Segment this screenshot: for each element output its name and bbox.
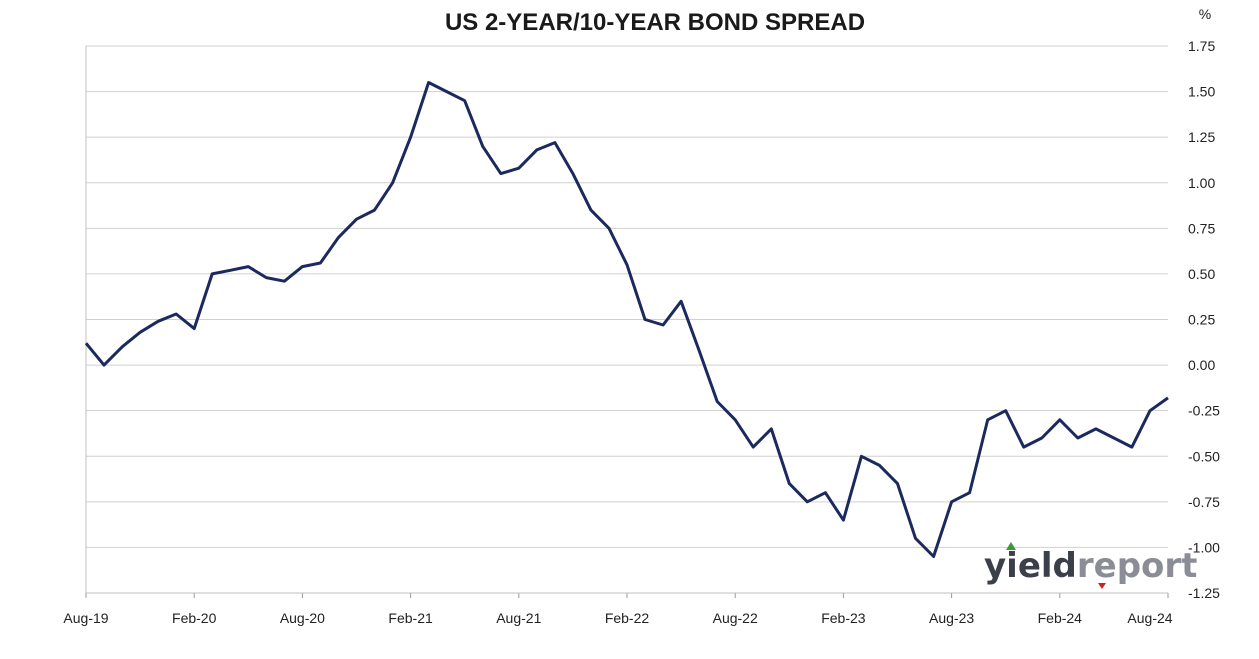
y-tick-label: -0.75: [1188, 494, 1220, 510]
x-tick-label: Feb-23: [821, 610, 866, 626]
x-tick-label: Aug-23: [929, 610, 974, 626]
logo-leaf-icon: [1006, 542, 1016, 550]
y-tick-label: 0.25: [1188, 312, 1215, 328]
x-tick-label: Feb-24: [1038, 610, 1083, 626]
x-tick-label: Aug-21: [496, 610, 541, 626]
y-tick-label: 0.50: [1188, 266, 1215, 282]
y-axis-ticks: 1.75 1.50 1.25 1.00 0.75 0.50 0.25 0.00 -0.25 -0.…: [1188, 38, 1220, 601]
y-tick-label: 1.25: [1188, 129, 1215, 145]
y-tick-label: -0.25: [1188, 403, 1220, 419]
yieldreport-logo: yieldreport: [984, 542, 1197, 589]
chart-title: US 2-YEAR/10-YEAR BOND SPREAD: [445, 9, 865, 36]
x-tick-label: Aug-22: [713, 610, 758, 626]
logo-part-yield: yield: [984, 546, 1077, 586]
x-axis-ticks: Aug-19 Feb-20 Aug-20 Feb-21 Aug-21 Feb-22 Aug-…: [63, 593, 1173, 626]
grid-lines: [86, 45, 1168, 548]
y-tick-label: -1.25: [1188, 585, 1220, 601]
yieldreport-logo-text: yieldreport: [984, 546, 1197, 586]
y-tick-label: 0.00: [1188, 357, 1215, 373]
x-tick-label: Feb-21: [388, 610, 433, 626]
y-tick-label: 1.00: [1188, 175, 1215, 191]
x-tick-label: Aug-24: [1127, 610, 1172, 626]
x-tick-label: Aug-19: [63, 610, 108, 626]
spread-line: [84, 81, 1169, 558]
unit-label: %: [1199, 6, 1211, 22]
x-tick-label: Feb-20: [172, 610, 217, 626]
x-tick-label: Aug-20: [280, 610, 325, 626]
y-tick-label: 1.50: [1188, 84, 1215, 100]
x-tick-label: Feb-22: [605, 610, 650, 626]
y-tick-label: -0.50: [1188, 448, 1220, 464]
y-tick-label: 1.75: [1188, 38, 1215, 54]
y-tick-label: -1.00: [1188, 539, 1220, 555]
y-tick-label: 0.75: [1188, 220, 1215, 236]
logo-arrow-icon: [1098, 583, 1106, 589]
logo-part-report: report: [1077, 546, 1198, 586]
